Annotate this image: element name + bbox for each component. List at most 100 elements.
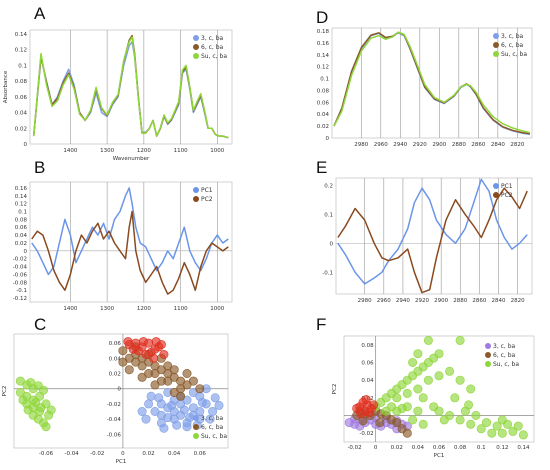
y-tick-label: -0.08 bbox=[13, 280, 28, 286]
y-axis-title: PC2 bbox=[2, 386, 8, 397]
legend-marker bbox=[193, 53, 199, 59]
y-tick-label: 0.06 bbox=[317, 100, 330, 106]
y-tick-label: 0.12 bbox=[15, 48, 27, 54]
series-line-2 bbox=[32, 36, 229, 139]
x-tick-label: 2900 bbox=[434, 298, 448, 304]
scatter-point bbox=[352, 403, 362, 413]
scatter-point bbox=[423, 335, 433, 345]
x-tick-label: 1100 bbox=[174, 148, 188, 154]
legend-label: 6, c, ba bbox=[201, 44, 224, 51]
y-tick-label: 0.06 bbox=[361, 361, 374, 367]
scatter-point bbox=[150, 407, 160, 417]
y-tick-label: 0.16 bbox=[15, 186, 28, 192]
y-tick-label: 0.06 bbox=[109, 341, 122, 347]
legend-label: 3, c, ba bbox=[201, 415, 224, 422]
legend-label: Su, c, ba bbox=[493, 361, 519, 368]
legend-label: Su, c, ba bbox=[201, 433, 227, 440]
scatter-point bbox=[408, 415, 418, 425]
scatter-point bbox=[455, 375, 465, 385]
legend-marker bbox=[193, 196, 199, 202]
scatter-point bbox=[210, 393, 220, 403]
x-tick-label: 1300 bbox=[100, 148, 114, 154]
legend-marker bbox=[493, 192, 499, 198]
x-tick-label: 0 bbox=[121, 451, 125, 457]
x-tick-label: 2920 bbox=[415, 298, 429, 304]
scatter-point bbox=[364, 408, 374, 418]
plot-frame bbox=[335, 177, 533, 295]
x-tick-label: 2860 bbox=[471, 142, 485, 148]
x-axis-title: Wavenumber bbox=[113, 156, 150, 162]
x-tick-label: -0.04 bbox=[65, 451, 80, 457]
x-tick-label: 0.04 bbox=[412, 445, 425, 451]
x-tick-label: 2840 bbox=[491, 142, 505, 148]
scatter-point bbox=[466, 419, 476, 429]
series-line-0 bbox=[337, 178, 528, 285]
legend-marker bbox=[193, 44, 199, 50]
x-tick-label: 2960 bbox=[374, 142, 388, 148]
series-line-1 bbox=[337, 187, 528, 294]
y-tick-label: 0.14 bbox=[317, 53, 330, 59]
x-tick-label: 2920 bbox=[413, 142, 427, 148]
scatter-point bbox=[197, 397, 207, 407]
scatter-point bbox=[214, 400, 224, 410]
scatter-point bbox=[163, 413, 173, 423]
scatter-point bbox=[118, 346, 128, 356]
x-tick-label: -0.02 bbox=[90, 451, 104, 457]
x-tick-label: 2820 bbox=[511, 298, 525, 304]
y-tick-label: 0.04 bbox=[361, 378, 374, 384]
scatter-point bbox=[23, 405, 33, 415]
y-tick-label: 0.02 bbox=[317, 124, 329, 130]
scatter-point bbox=[413, 384, 423, 394]
scatter-point bbox=[497, 415, 507, 425]
y-tick-label: 0.04 bbox=[317, 112, 330, 118]
plot-frame bbox=[13, 333, 229, 449]
legend-marker bbox=[485, 352, 491, 358]
scatter-point bbox=[26, 378, 36, 388]
legend-marker bbox=[193, 424, 199, 430]
panel-label-c: C bbox=[34, 315, 47, 334]
x-tick-label: 2880 bbox=[453, 298, 467, 304]
scatter-point bbox=[141, 414, 151, 424]
chart-a: 1400 1300 1200 1100 1000 0 0.02 0.04 0.06 0.08 0.1… bbox=[3, 29, 233, 162]
scatter-point bbox=[413, 406, 423, 416]
y-tick-label: 0.1 bbox=[18, 210, 27, 216]
scatter-point bbox=[167, 400, 177, 410]
series-line-0 bbox=[32, 41, 229, 139]
scatter-point bbox=[128, 344, 138, 354]
scatter-point bbox=[41, 422, 51, 432]
x-tick-label: 1300 bbox=[100, 306, 114, 312]
x-tick-label: 2880 bbox=[452, 142, 466, 148]
plot-frame bbox=[331, 27, 533, 139]
scatter-point bbox=[176, 391, 186, 401]
legend-marker bbox=[193, 433, 199, 439]
scatter-point bbox=[150, 380, 160, 390]
scatter-point bbox=[497, 428, 507, 438]
x-tick-label: 0.08 bbox=[454, 445, 467, 451]
scatter-point bbox=[455, 415, 465, 425]
x-tick-label: 0.12 bbox=[496, 445, 508, 451]
y-tick-label: 0.04 bbox=[15, 233, 28, 239]
legend-marker bbox=[485, 361, 491, 367]
scatter-point bbox=[464, 400, 474, 410]
y-tick-label: 0.02 bbox=[109, 372, 121, 378]
scatter-point bbox=[476, 424, 486, 434]
x-tick-label: 0.14 bbox=[517, 445, 530, 451]
plot-frame bbox=[29, 29, 233, 145]
x-tick-label: 2980 bbox=[358, 298, 372, 304]
scatter-point bbox=[185, 413, 195, 423]
x-tick-label: 0.06 bbox=[194, 451, 207, 457]
y-tick-label: -0.02 bbox=[107, 402, 121, 408]
scatter-point bbox=[361, 395, 371, 405]
scatter-point bbox=[182, 368, 192, 378]
series-line-1 bbox=[333, 31, 531, 135]
y-tick-label: 0.14 bbox=[15, 32, 28, 38]
y-tick-label: -0.04 bbox=[107, 417, 122, 423]
scatter-point bbox=[434, 371, 444, 381]
x-tick-label: 1400 bbox=[63, 148, 77, 154]
scatter-point bbox=[123, 337, 133, 347]
scatter-point bbox=[131, 357, 141, 367]
legend-label: Su, c, ba bbox=[201, 53, 227, 60]
series-line-2 bbox=[333, 31, 531, 134]
x-tick-label: 0 bbox=[374, 445, 378, 451]
panel-label-a: A bbox=[34, 4, 46, 23]
